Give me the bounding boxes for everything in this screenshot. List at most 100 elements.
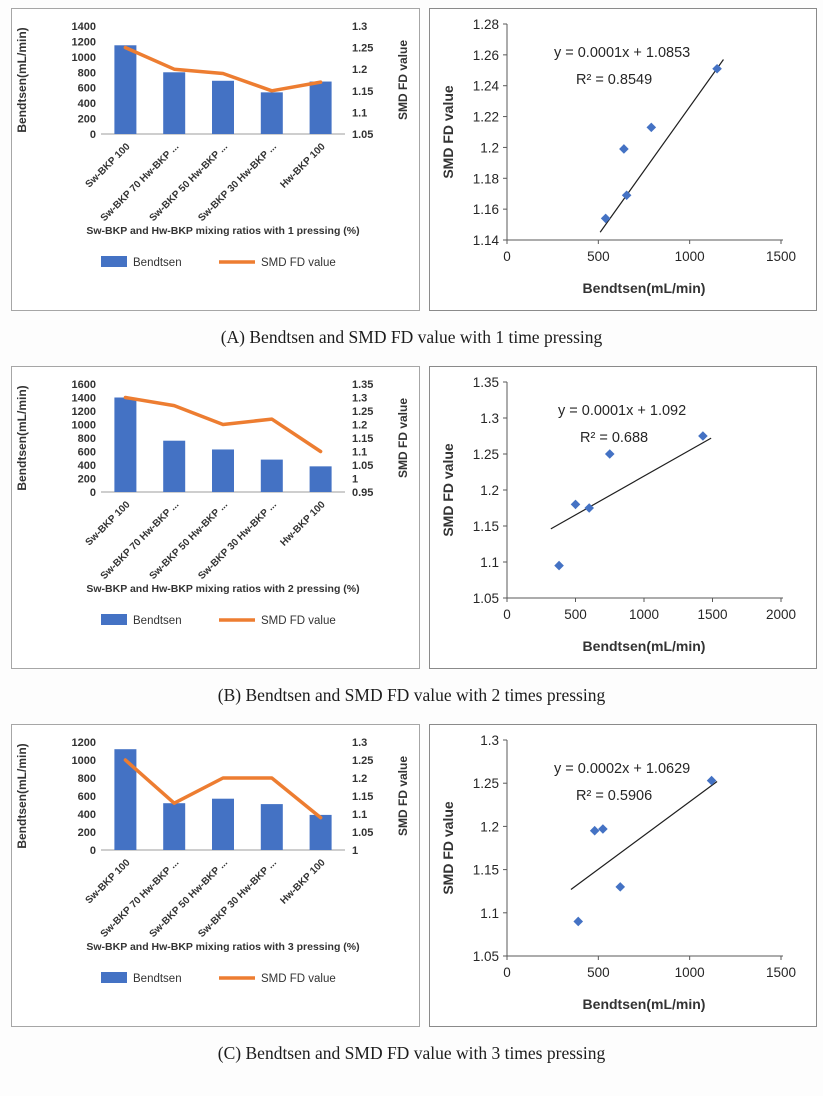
left-axis-tick-label: 600 <box>78 83 96 95</box>
y-axis-title: SMD FD value <box>440 801 456 895</box>
legend-swatch-bendtsen <box>101 614 127 625</box>
right-axis-tick-label: 1.3 <box>352 21 367 33</box>
x-tick-label: 0 <box>503 249 511 264</box>
left-axis-tick-label: 1200 <box>72 737 96 749</box>
y-tick-label: 1.15 <box>473 519 499 534</box>
x-tick-label: 500 <box>587 249 610 264</box>
y-tick-label: 1.1 <box>480 906 499 921</box>
figure-page: 0 200 400 600 800 1000 1200 1400 1.05 1.1 1.15 1.2 1… <box>0 8 823 1063</box>
x-tick-label: 1000 <box>629 607 659 622</box>
legend-swatch-bendtsen <box>101 256 127 267</box>
legend-swatch-bendtsen <box>101 972 127 983</box>
scatter-chart-b: 1.05 1.1 1.15 1.2 1.25 1.3 1.35 0 500 1000 1500 200… <box>440 375 796 654</box>
y-tick-label: 1.22 <box>473 110 499 125</box>
x-axis-title: Bendtsen(mL/min) <box>583 996 706 1012</box>
right-axis-tick-label: 1.05 <box>352 129 373 141</box>
legend-label-bendtsen: Bendtsen <box>133 257 182 269</box>
right-axis-tick-label: 1.1 <box>352 809 367 821</box>
combo-chart-panel-a: 0 200 400 600 800 1000 1200 1400 1.05 1.1 1.15 1.2 1… <box>11 8 420 311</box>
x-tick-label: 0 <box>503 965 511 980</box>
x-tick-label: 500 <box>564 607 587 622</box>
left-axis-tick-label: 0 <box>90 129 96 141</box>
left-axis-tick-label: 400 <box>78 98 96 110</box>
y-tick-label: 1.3 <box>480 733 499 748</box>
x-tick-label: 1000 <box>675 965 705 980</box>
right-axis-tick-label: 1.35 <box>352 379 373 391</box>
combo-chart-panel-c: 0 200 400 600 800 1000 1200 1 1.05 1.1 1.15 1.2 1.25… <box>11 724 420 1027</box>
r-squared-value: R² = 0.8549 <box>576 72 652 88</box>
left-axis-tick-label: 0 <box>90 845 96 857</box>
caption-b: (B) Bendtsen and SMD FD value with 2 tim… <box>217 685 606 705</box>
scatter-point <box>621 190 632 201</box>
right-axis-tick-label: 1.1 <box>352 107 367 119</box>
y-tick-label: 1.05 <box>473 949 499 964</box>
bendtsen-bar <box>260 804 283 850</box>
scatter-point <box>584 503 594 513</box>
trendline <box>570 780 718 890</box>
scatter-point <box>589 825 600 836</box>
right-axis-tick-label: 1 <box>352 474 358 486</box>
left-axis-tick-label: 1200 <box>72 36 96 48</box>
bendtsen-bar <box>309 81 332 134</box>
bendtsen-bar <box>260 92 283 134</box>
right-axis-tick-label: 1 <box>352 845 358 857</box>
left-axis-tick-label: 400 <box>78 809 96 821</box>
scatter-point <box>615 882 626 892</box>
right-axis-tick-label: 1.1 <box>352 447 367 459</box>
scatter-point <box>598 824 608 834</box>
right-axis-tick-label: 1.15 <box>352 433 373 445</box>
scatter-point <box>600 213 611 224</box>
trendline-equation: y = 0.0001x + 1.092 <box>558 403 686 419</box>
left-axis-tick-label: 1200 <box>72 406 96 418</box>
x-tick-label: 1500 <box>766 249 796 264</box>
left-axis-title: Bendtsen(mL/min) <box>15 743 29 848</box>
y-tick-label: 1.14 <box>473 233 500 248</box>
left-axis-tick-label: 200 <box>78 474 96 486</box>
left-axis-tick-label: 400 <box>78 460 96 472</box>
scatter-point <box>706 775 717 786</box>
bendtsen-bar <box>114 397 137 492</box>
combo-chart-panel-b: 0 200 400 600 800 1000 1200 1400 1600 0.95 1 1.05 1.… <box>11 366 420 669</box>
right-axis-tick-label: 1.3 <box>352 393 367 405</box>
bendtsen-bar <box>163 803 186 850</box>
left-axis-tick-label: 600 <box>78 447 96 459</box>
left-axis-tick-label: 600 <box>78 791 96 803</box>
left-axis-title: Bendtsen(mL/min) <box>15 385 29 490</box>
category-label: Sw-BKP 100 <box>84 141 133 190</box>
trendline-equation: y = 0.0002x + 1.0629 <box>554 761 690 777</box>
right-axis-tick-label: 1.05 <box>352 827 373 839</box>
scatter-point <box>554 560 564 571</box>
legend-label-smd: SMD FD value <box>261 973 336 985</box>
right-axis-title: SMD FD value <box>396 756 410 836</box>
left-axis-tick-label: 1400 <box>72 393 96 405</box>
trendline-equation: y = 0.0001x + 1.0853 <box>554 45 690 61</box>
right-axis-tick-label: 1.25 <box>352 406 373 418</box>
left-axis-tick-label: 800 <box>78 433 96 445</box>
left-axis-tick-label: 1600 <box>72 379 96 391</box>
y-tick-label: 1.2 <box>480 140 499 155</box>
caption-a: (A) Bendtsen and SMD FD value with 1 tim… <box>220 327 603 347</box>
legend-label-smd: SMD FD value <box>261 615 336 627</box>
legend-label-bendtsen: Bendtsen <box>133 615 182 627</box>
right-axis-title: SMD FD value <box>396 40 410 120</box>
category-label: Hw-BKP 100 <box>278 499 328 549</box>
combo-chart-c: 0 200 400 600 800 1000 1200 1 1.05 1.1 1.15 1.2 1.25… <box>15 737 410 985</box>
x-tick-label: 1000 <box>675 249 705 264</box>
right-axis-tick-label: 0.95 <box>352 487 373 499</box>
bendtsen-bar <box>114 749 137 850</box>
figure-block-b: 0 200 400 600 800 1000 1200 1400 1600 0.95 1 1.05 1.… <box>0 366 823 706</box>
scatter-chart-panel-a: 1.14 1.16 1.18 1.2 1.22 1.24 1.26 1.28 0 500 1000 1… <box>429 8 817 311</box>
legend-label-smd: SMD FD value <box>261 257 336 269</box>
right-axis-tick-label: 1.3 <box>352 737 367 749</box>
figure-row-b: 0 200 400 600 800 1000 1200 1400 1600 0.95 1 1.05 1.… <box>0 366 823 669</box>
right-axis-tick-label: 1.2 <box>352 420 367 432</box>
figure-row-a: 0 200 400 600 800 1000 1200 1400 1.05 1.1 1.15 1.2 1… <box>0 8 823 311</box>
x-tick-label: 1500 <box>697 607 727 622</box>
smd-fd-line <box>123 758 323 820</box>
x-axis-title: Sw-BKP and Hw-BKP mixing ratios with 2 p… <box>86 583 359 595</box>
left-axis-tick-label: 200 <box>78 827 96 839</box>
x-tick-label: 1500 <box>766 965 796 980</box>
right-axis-tick-label: 1.05 <box>352 460 373 472</box>
x-axis-title: Bendtsen(mL/min) <box>583 638 706 654</box>
bendtsen-bar <box>212 80 234 134</box>
